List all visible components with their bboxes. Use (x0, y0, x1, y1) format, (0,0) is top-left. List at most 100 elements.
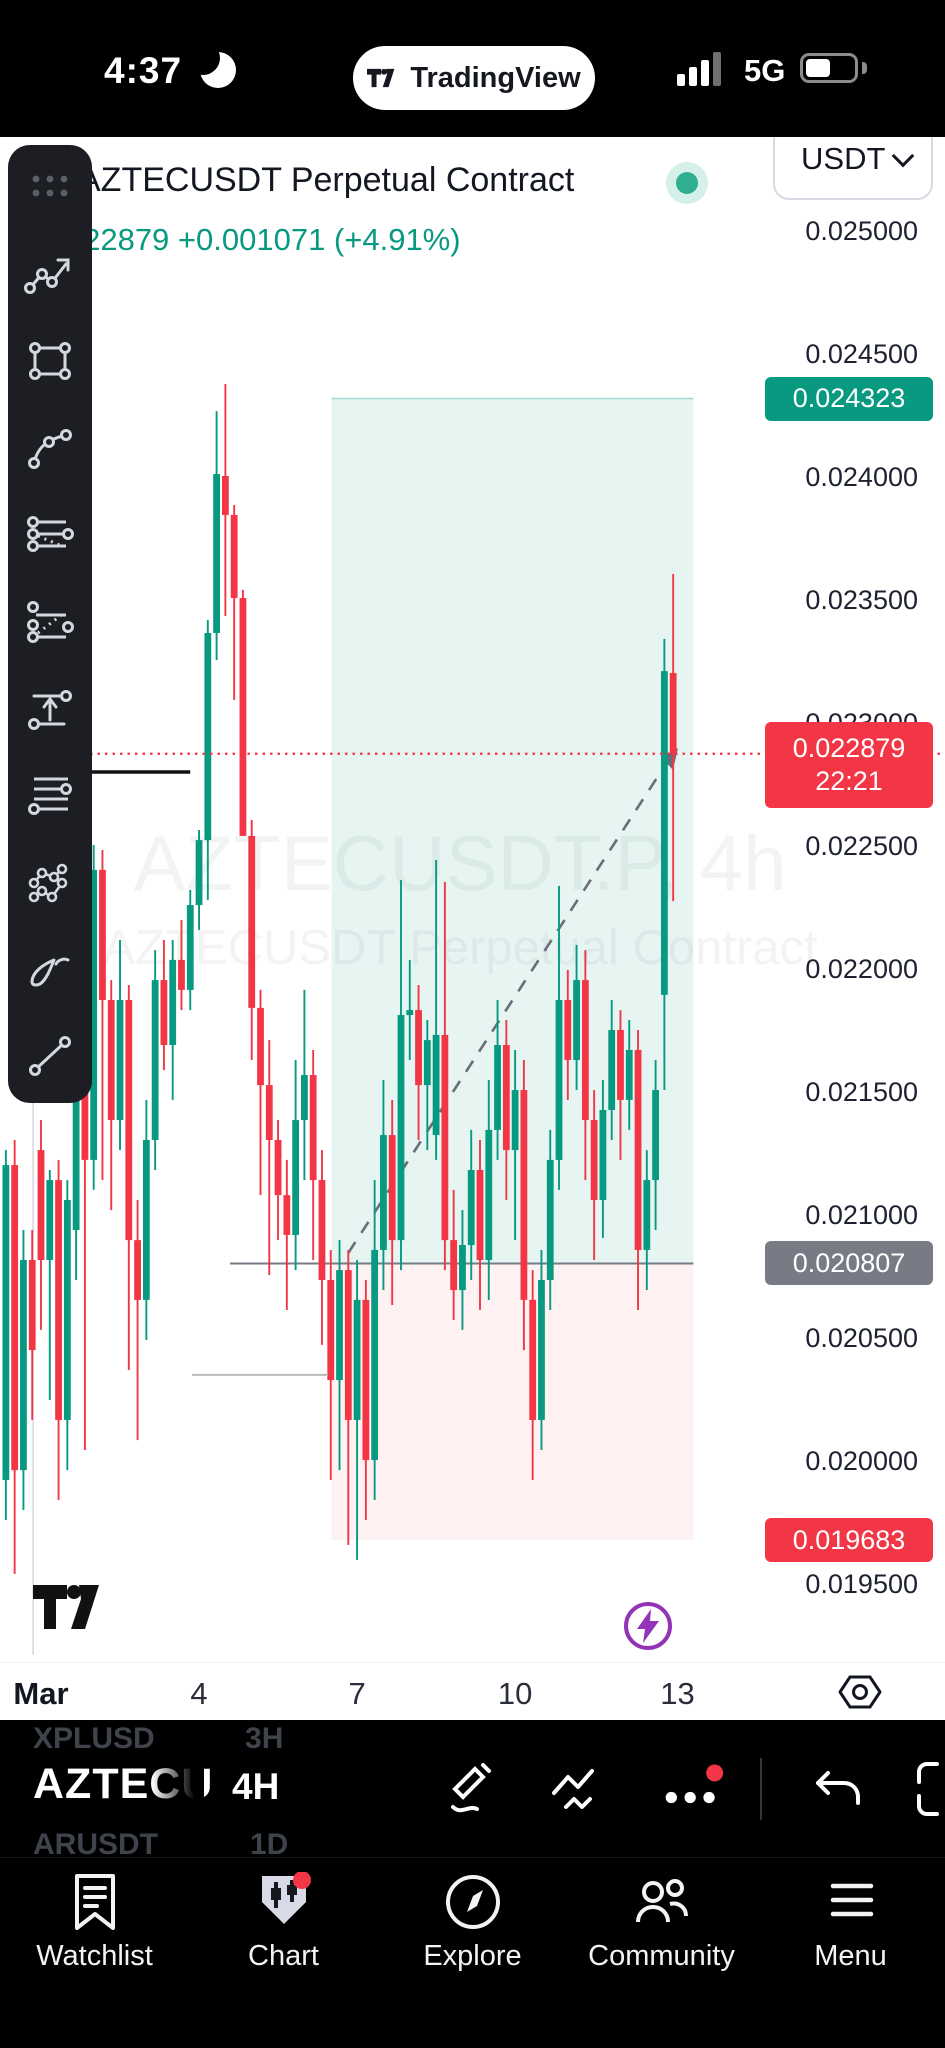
status-time: 4:37 (104, 50, 183, 91)
candle (55, 1159, 62, 1500)
nav-item-community[interactable]: Community (572, 1872, 752, 1973)
projection-arrow-tool[interactable] (22, 680, 78, 736)
trend-polyline-tool[interactable] (22, 246, 78, 302)
snapshot-icon[interactable] (912, 1756, 945, 1822)
draw-icon[interactable] (440, 1756, 506, 1822)
nav-item-chart[interactable]: Chart (194, 1872, 374, 1973)
candle (467, 1129, 475, 1280)
candle (371, 1180, 379, 1500)
price-axis-label: 0.020500 (805, 1323, 918, 1353)
bottom-navigation: Watchlist Chart Explore Community Menu (0, 1857, 945, 2048)
symbol-title[interactable]: AZTECUSDT Perpetual Contract (78, 161, 575, 199)
signal-icon (677, 52, 733, 86)
candle (134, 1200, 141, 1441)
candle (221, 384, 229, 617)
candle (309, 1049, 317, 1261)
candle (142, 1099, 150, 1340)
curve-tool[interactable] (22, 419, 78, 475)
pattern-xabcd-tool[interactable] (22, 853, 78, 909)
menu-icon (818, 1872, 884, 1932)
candle (265, 1040, 273, 1276)
candle (555, 885, 563, 1190)
time-axis-label: 4 (190, 1676, 208, 1711)
time-axis-label: 7 (348, 1676, 366, 1711)
candle (415, 985, 422, 1140)
chart-settings-icon[interactable] (836, 1668, 884, 1716)
candles-layer (2, 384, 677, 1574)
candle (476, 1139, 484, 1310)
rectangle-tool[interactable] (22, 333, 78, 389)
candle (186, 890, 194, 1011)
candle (327, 1249, 335, 1480)
price-axis-label: 0.021000 (805, 1200, 918, 1230)
time-axis-label: 13 (660, 1676, 695, 1711)
battery-icon (800, 53, 858, 83)
candle (151, 950, 159, 1170)
candle (353, 1260, 361, 1560)
indicators-icon[interactable] (546, 1756, 612, 1822)
nav-label: Menu (814, 1940, 887, 1972)
tradingview-logo-small (367, 68, 395, 88)
candle (283, 1159, 291, 1310)
candle (239, 589, 247, 836)
candle (423, 1019, 431, 1151)
candle (362, 1279, 370, 1521)
symbol-fade (152, 1758, 204, 1814)
parallel-lines-tool[interactable] (22, 767, 78, 823)
candle (204, 619, 212, 900)
price-axis-label: 0.025000 (805, 216, 918, 246)
nav-item-explore[interactable]: Explore (383, 1872, 563, 1973)
candle (520, 1060, 528, 1351)
nav-label: Chart (248, 1940, 319, 1972)
candle (169, 939, 177, 1100)
candle (230, 505, 238, 700)
nav-item-menu[interactable]: Menu (761, 1872, 941, 1973)
candlestick-chart[interactable] (0, 0, 945, 1662)
candle (485, 1079, 493, 1300)
candle (581, 950, 589, 1181)
brush-tool[interactable] (22, 940, 78, 996)
more-dots-icon[interactable] (660, 1756, 726, 1822)
candle (37, 1120, 45, 1330)
candle (643, 1150, 651, 1291)
boost-button[interactable] (624, 1602, 672, 1650)
price-axis-label: 0.022000 (805, 954, 918, 984)
fib-trend-tool[interactable] (22, 593, 78, 649)
undo-icon[interactable] (805, 1756, 871, 1822)
time-axis[interactable] (0, 1662, 945, 1720)
candle (248, 819, 256, 1061)
candle (107, 980, 115, 1211)
nav-item-watchlist[interactable]: Watchlist (5, 1872, 185, 1973)
price-axis-label: 0.019500 (805, 1569, 918, 1599)
watchlist-ghost-row: XPLUSD 3H (33, 1722, 284, 1755)
time-axis-label: Mar (13, 1676, 69, 1711)
candle (257, 989, 264, 1196)
price-badge: 0.022879 22:21 (765, 721, 933, 808)
candle (406, 959, 414, 1061)
price-badge: 0.019683 (765, 1517, 933, 1562)
candle (380, 1079, 387, 1291)
fib-channel-tool[interactable] (22, 506, 78, 562)
nav-label: Community (588, 1940, 735, 1972)
tradingview-logo (33, 1585, 99, 1629)
price-axis-label: 0.024000 (805, 462, 918, 492)
candle (195, 830, 203, 930)
trend-line-tool[interactable] (22, 1027, 78, 1083)
price-badge: 0.024323 (765, 376, 933, 421)
candle (652, 1060, 659, 1231)
candle (617, 1010, 624, 1160)
drag-handle[interactable] (22, 159, 78, 215)
watchlist-icon (62, 1872, 128, 1932)
nav-label: Watchlist (36, 1940, 153, 1972)
interval-button[interactable]: 4H (232, 1766, 280, 1807)
candle (599, 1079, 607, 1238)
toolbar-divider (760, 1758, 762, 1820)
price-badge: 0.020807 (765, 1241, 933, 1286)
candle (2, 1150, 10, 1521)
candle (213, 411, 220, 661)
lightning-icon (637, 1609, 659, 1643)
price-axis-label: 0.020000 (805, 1446, 918, 1476)
dynamic-island-app-pill[interactable]: TradingView (353, 46, 595, 110)
candle (63, 1180, 71, 1471)
